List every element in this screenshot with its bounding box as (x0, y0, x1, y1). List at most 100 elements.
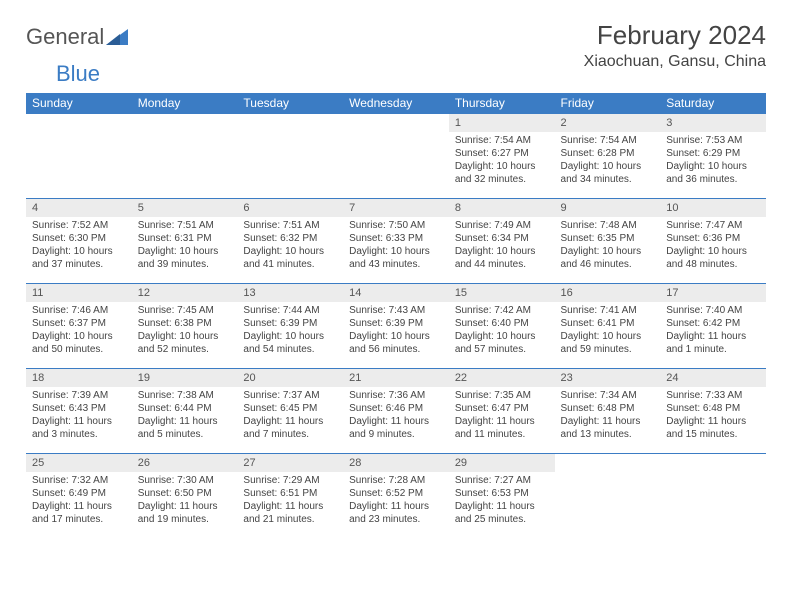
brand-part2: Blue (56, 61, 100, 87)
sunrise-text: Sunrise: 7:48 AM (561, 219, 655, 232)
sunrise-text: Sunrise: 7:27 AM (455, 474, 549, 487)
sunrise-text: Sunrise: 7:41 AM (561, 304, 655, 317)
day-body-cell (660, 472, 766, 538)
day-number-cell: 17 (660, 284, 766, 302)
weekday-header-row: SundayMondayTuesdayWednesdayThursdayFrid… (26, 93, 766, 114)
daylight-text: Daylight: 10 hours and 54 minutes. (243, 330, 337, 356)
sunset-text: Sunset: 6:31 PM (138, 232, 232, 245)
day-body-cell: Sunrise: 7:42 AMSunset: 6:40 PMDaylight:… (449, 302, 555, 369)
daylight-text: Daylight: 10 hours and 52 minutes. (138, 330, 232, 356)
sunrise-text: Sunrise: 7:33 AM (666, 389, 760, 402)
daylight-text: Daylight: 10 hours and 39 minutes. (138, 245, 232, 271)
day-body-cell: Sunrise: 7:41 AMSunset: 6:41 PMDaylight:… (555, 302, 661, 369)
day-body-row: Sunrise: 7:39 AMSunset: 6:43 PMDaylight:… (26, 387, 766, 454)
sunset-text: Sunset: 6:36 PM (666, 232, 760, 245)
day-body-cell: Sunrise: 7:40 AMSunset: 6:42 PMDaylight:… (660, 302, 766, 369)
day-number-cell: 10 (660, 199, 766, 217)
sunrise-text: Sunrise: 7:38 AM (138, 389, 232, 402)
day-body-cell: Sunrise: 7:46 AMSunset: 6:37 PMDaylight:… (26, 302, 132, 369)
sunrise-text: Sunrise: 7:36 AM (349, 389, 443, 402)
day-number-cell: 22 (449, 369, 555, 387)
sunset-text: Sunset: 6:30 PM (32, 232, 126, 245)
day-body-cell (26, 132, 132, 199)
daylight-text: Daylight: 11 hours and 11 minutes. (455, 415, 549, 441)
sunset-text: Sunset: 6:32 PM (243, 232, 337, 245)
day-number-cell (132, 114, 238, 132)
daylight-text: Daylight: 10 hours and 56 minutes. (349, 330, 443, 356)
brand-triangle-icon (106, 27, 130, 47)
sunset-text: Sunset: 6:28 PM (561, 147, 655, 160)
daylight-text: Daylight: 10 hours and 48 minutes. (666, 245, 760, 271)
day-body-cell: Sunrise: 7:30 AMSunset: 6:50 PMDaylight:… (132, 472, 238, 538)
sunrise-text: Sunrise: 7:54 AM (561, 134, 655, 147)
daylight-text: Daylight: 10 hours and 34 minutes. (561, 160, 655, 186)
sunset-text: Sunset: 6:34 PM (455, 232, 549, 245)
daylight-text: Daylight: 10 hours and 57 minutes. (455, 330, 549, 356)
day-number-cell: 25 (26, 454, 132, 472)
weekday-header: Tuesday (237, 93, 343, 114)
daylight-text: Daylight: 11 hours and 3 minutes. (32, 415, 126, 441)
sunset-text: Sunset: 6:38 PM (138, 317, 232, 330)
daylight-text: Daylight: 11 hours and 19 minutes. (138, 500, 232, 526)
daylight-text: Daylight: 11 hours and 13 minutes. (561, 415, 655, 441)
sunrise-text: Sunrise: 7:53 AM (666, 134, 760, 147)
sunset-text: Sunset: 6:37 PM (32, 317, 126, 330)
sunrise-text: Sunrise: 7:35 AM (455, 389, 549, 402)
sunrise-text: Sunrise: 7:34 AM (561, 389, 655, 402)
day-number-cell: 24 (660, 369, 766, 387)
day-number-cell (555, 454, 661, 472)
daynum-row: 2526272829 (26, 454, 766, 472)
daylight-text: Daylight: 11 hours and 1 minute. (666, 330, 760, 356)
day-body-cell: Sunrise: 7:51 AMSunset: 6:32 PMDaylight:… (237, 217, 343, 284)
daylight-text: Daylight: 11 hours and 21 minutes. (243, 500, 337, 526)
day-body-cell: Sunrise: 7:32 AMSunset: 6:49 PMDaylight:… (26, 472, 132, 538)
location: Xiaochuan, Gansu, China (584, 53, 766, 71)
daylight-text: Daylight: 11 hours and 9 minutes. (349, 415, 443, 441)
day-body-cell: Sunrise: 7:54 AMSunset: 6:27 PMDaylight:… (449, 132, 555, 199)
day-body-cell: Sunrise: 7:45 AMSunset: 6:38 PMDaylight:… (132, 302, 238, 369)
brand-part1: General (26, 24, 104, 50)
sunset-text: Sunset: 6:40 PM (455, 317, 549, 330)
day-body-cell: Sunrise: 7:37 AMSunset: 6:45 PMDaylight:… (237, 387, 343, 454)
sunset-text: Sunset: 6:42 PM (666, 317, 760, 330)
daylight-text: Daylight: 10 hours and 43 minutes. (349, 245, 443, 271)
day-number-cell: 27 (237, 454, 343, 472)
title-block: February 2024 Xiaochuan, Gansu, China (584, 20, 766, 71)
daynum-row: 123 (26, 114, 766, 132)
sunrise-text: Sunrise: 7:28 AM (349, 474, 443, 487)
sunrise-text: Sunrise: 7:46 AM (32, 304, 126, 317)
day-body-cell: Sunrise: 7:34 AMSunset: 6:48 PMDaylight:… (555, 387, 661, 454)
day-body-cell: Sunrise: 7:36 AMSunset: 6:46 PMDaylight:… (343, 387, 449, 454)
weekday-header: Saturday (660, 93, 766, 114)
day-body-row: Sunrise: 7:52 AMSunset: 6:30 PM Daylight:… (26, 217, 766, 284)
sunrise-text: Sunrise: 7:52 AM (32, 219, 126, 232)
day-body-cell: Sunrise: 7:50 AMSunset: 6:33 PMDaylight:… (343, 217, 449, 284)
month-title: February 2024 (584, 20, 766, 51)
weekday-header: Monday (132, 93, 238, 114)
sunrise-text: Sunrise: 7:39 AM (32, 389, 126, 402)
day-body-cell: Sunrise: 7:49 AMSunset: 6:34 PMDaylight:… (449, 217, 555, 284)
sunrise-text: Sunrise: 7:49 AM (455, 219, 549, 232)
sunset-text: Sunset: 6:39 PM (243, 317, 337, 330)
daynum-row: 45678910 (26, 199, 766, 217)
day-number-cell: 23 (555, 369, 661, 387)
day-body-row: Sunrise: 7:46 AMSunset: 6:37 PM Daylight:… (26, 302, 766, 369)
sunrise-text: Sunrise: 7:51 AM (243, 219, 337, 232)
daylight-text: Daylight: 10 hours and 59 minutes. (561, 330, 655, 356)
day-number-cell: 7 (343, 199, 449, 217)
daylight-text: Daylight: 10 hours and 32 minutes. (455, 160, 549, 186)
day-body-cell: Sunrise: 7:52 AMSunset: 6:30 PMDaylight:… (26, 217, 132, 284)
brand-logo: General (26, 24, 130, 50)
day-number-cell: 11 (26, 284, 132, 302)
weekday-header: Thursday (449, 93, 555, 114)
sunrise-text: Sunrise: 7:32 AM (32, 474, 126, 487)
day-number-cell: 29 (449, 454, 555, 472)
day-body-cell: Sunrise: 7:48 AMSunset: 6:35 PMDaylight:… (555, 217, 661, 284)
sunset-text: Sunset: 6:39 PM (349, 317, 443, 330)
calendar-page: General February 2024 Xiaochuan, Gansu, … (0, 0, 792, 548)
sunrise-text: Sunrise: 7:51 AM (138, 219, 232, 232)
weekday-header: Wednesday (343, 93, 449, 114)
day-number-cell (237, 114, 343, 132)
day-number-cell: 5 (132, 199, 238, 217)
daylight-text: Daylight: 10 hours and 46 minutes. (561, 245, 655, 271)
